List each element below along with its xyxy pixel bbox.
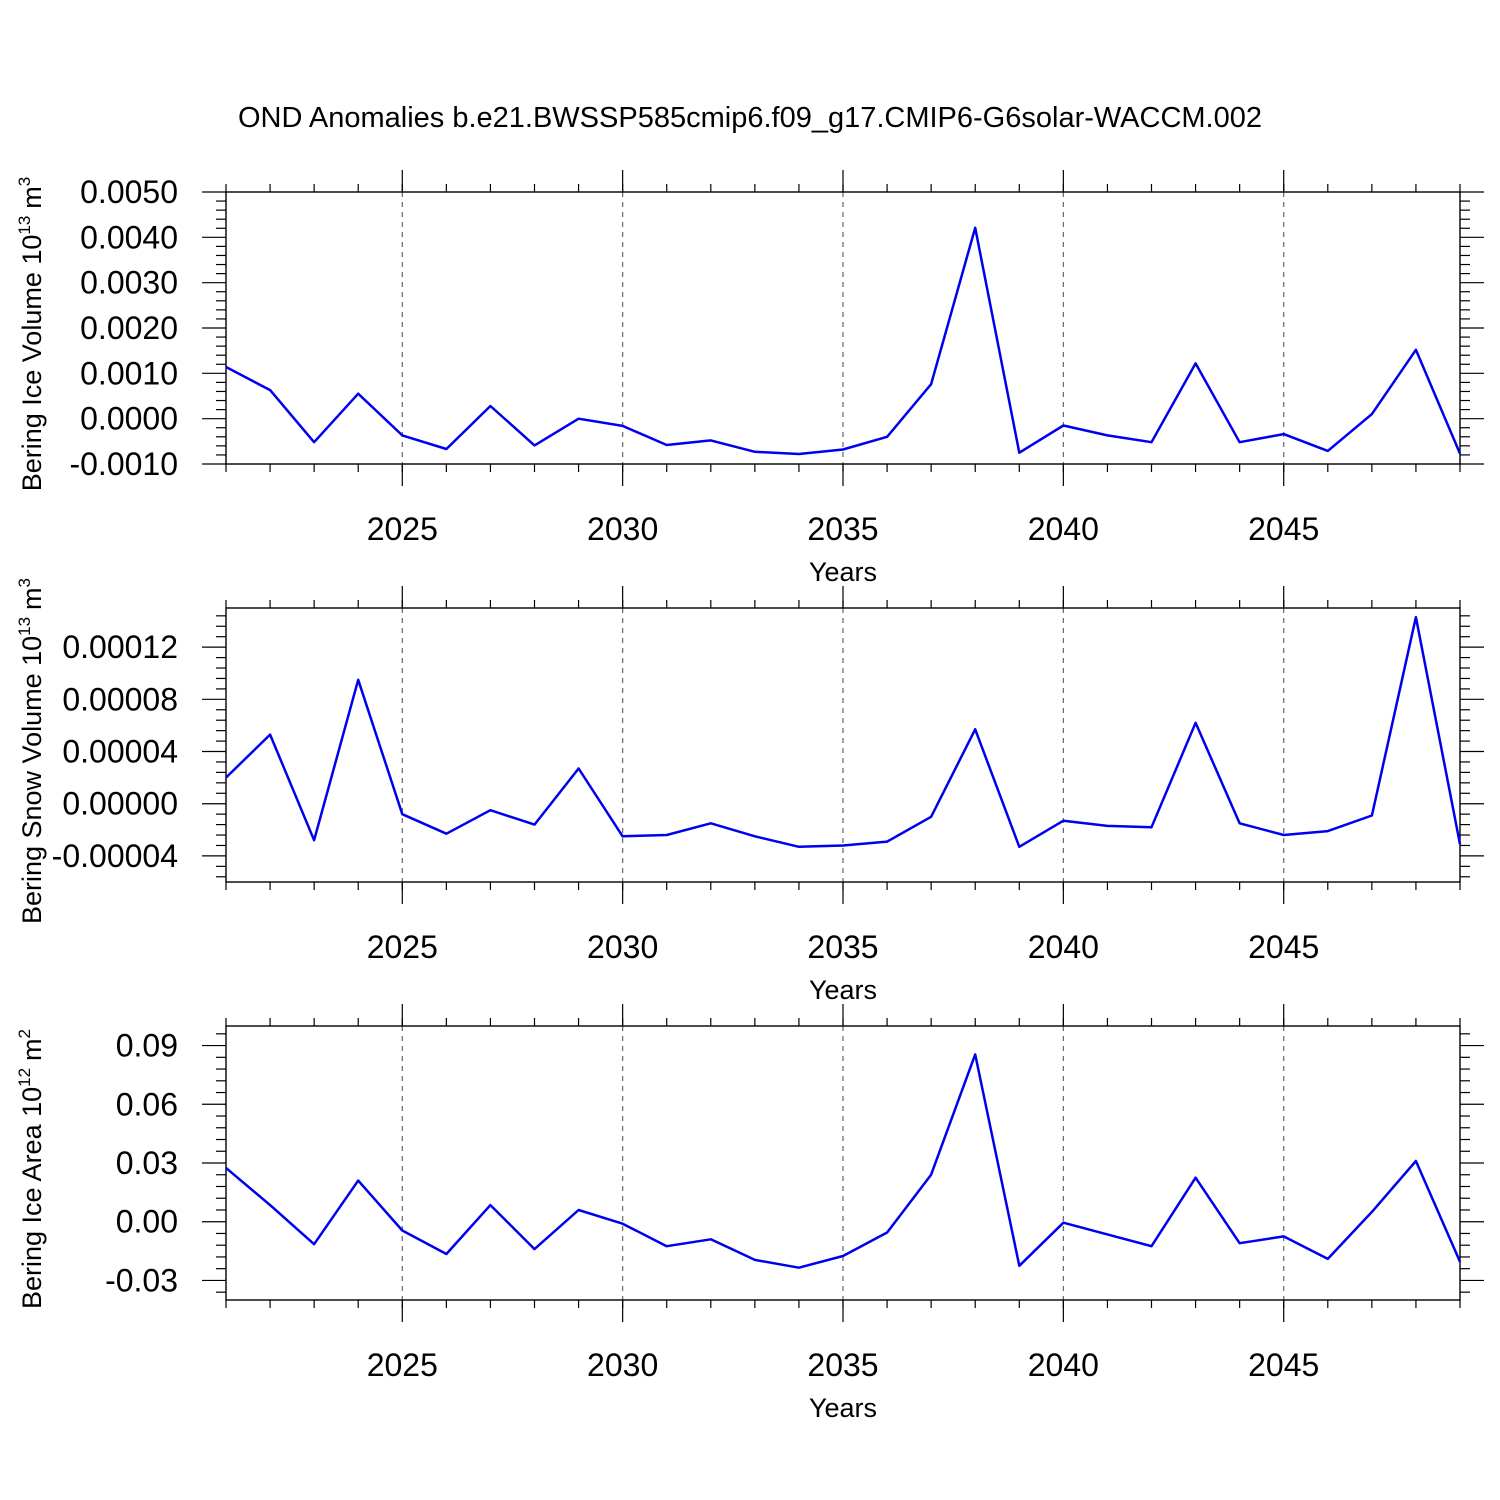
x-axis-title: Years	[809, 557, 877, 587]
x-tick-label: 2025	[367, 1347, 438, 1383]
x-tick-label: 2035	[807, 1347, 878, 1383]
x-axis-title: Years	[809, 975, 877, 1005]
figure-title: OND Anomalies b.e21.BWSSP585cmip6.f09_g1…	[238, 102, 1262, 134]
x-tick-label: 2025	[367, 929, 438, 965]
y-tick-label: 0.00	[116, 1204, 178, 1240]
x-tick-label: 2040	[1028, 511, 1099, 547]
y-tick-label: 0.0020	[80, 310, 178, 346]
y-tick-label: 0.0010	[80, 355, 178, 391]
x-tick-label: 2030	[587, 929, 658, 965]
y-axis-title: Bering Ice Area 1012 m2	[15, 1029, 47, 1309]
series-line	[225, 615, 1462, 849]
chart-panel-2: 2025 2030 2035 2040 2045 -0.00004 0.00000 0.000…	[15, 578, 1484, 1005]
y-tick-label: 0.0050	[80, 174, 178, 210]
y-axis-title-superscript: 3	[15, 578, 34, 587]
chart-panel-3: 2025 2030 2035 2040 2045 -0.03 0.00 0.03 0.06 0.0…	[15, 1004, 1484, 1423]
chart-panel-1: 2025 2030 2035 2040 2045 -0.0010 0.0000 0.0010 0…	[15, 170, 1484, 587]
series-line	[225, 1053, 1462, 1269]
y-tick-label: 0.00012	[62, 629, 178, 665]
x-tick-label: 2025	[367, 511, 438, 547]
y-tick-label: 0.09	[116, 1028, 178, 1064]
y-axis-title-text: m	[17, 587, 47, 610]
y-tick-label: 0.0030	[80, 265, 178, 301]
series-line	[225, 226, 1462, 456]
x-tick-label: 2045	[1248, 511, 1319, 547]
y-tick-label: 0.0040	[80, 219, 178, 255]
x-tick-label: 2030	[587, 511, 658, 547]
y-tick-label: 0.00008	[62, 681, 178, 717]
y-axis-title: Bering Ice Volume 1013 m3	[15, 177, 47, 492]
y-tick-label: 0.00000	[62, 786, 178, 822]
plot-frame	[225, 191, 1461, 465]
y-axis-title-superscript: 13	[15, 617, 34, 636]
y-axis-title-superscript: 3	[15, 177, 34, 186]
y-axis-title-superscript: 13	[15, 216, 34, 235]
y-axis-title-text: Bering Snow Volume 10	[17, 636, 47, 924]
plot-frame	[225, 1025, 1461, 1301]
y-tick-label: 0.03	[116, 1145, 178, 1181]
x-tick-label: 2045	[1248, 929, 1319, 965]
x-tick-label: 2035	[807, 929, 878, 965]
x-tick-label: 2040	[1028, 1347, 1099, 1383]
x-tick-label: 2045	[1248, 1347, 1319, 1383]
y-axis-title-text: Bering Ice Volume 10	[17, 235, 47, 492]
y-tick-label: -0.0010	[69, 446, 178, 482]
y-axis-title: Bering Snow Volume 1013 m3	[15, 578, 47, 924]
y-tick-label: 0.00004	[62, 734, 178, 770]
x-axis-title: Years	[809, 1393, 877, 1423]
y-tick-label: 0.0000	[80, 401, 178, 437]
y-tick-label: -0.00004	[52, 838, 178, 874]
plot-frame	[225, 607, 1461, 883]
y-axis-title-text: m	[17, 1038, 47, 1061]
x-tick-label: 2040	[1028, 929, 1099, 965]
y-axis-title-superscript: 12	[15, 1068, 34, 1087]
x-tick-label: 2035	[807, 511, 878, 547]
y-axis-title-text: m	[17, 186, 47, 209]
y-tick-label: 0.06	[116, 1086, 178, 1122]
y-tick-label: -0.03	[105, 1262, 178, 1298]
y-axis-title-text: Bering Ice Area 10	[17, 1087, 47, 1309]
y-axis-title-superscript: 2	[15, 1029, 34, 1038]
x-tick-label: 2030	[587, 1347, 658, 1383]
